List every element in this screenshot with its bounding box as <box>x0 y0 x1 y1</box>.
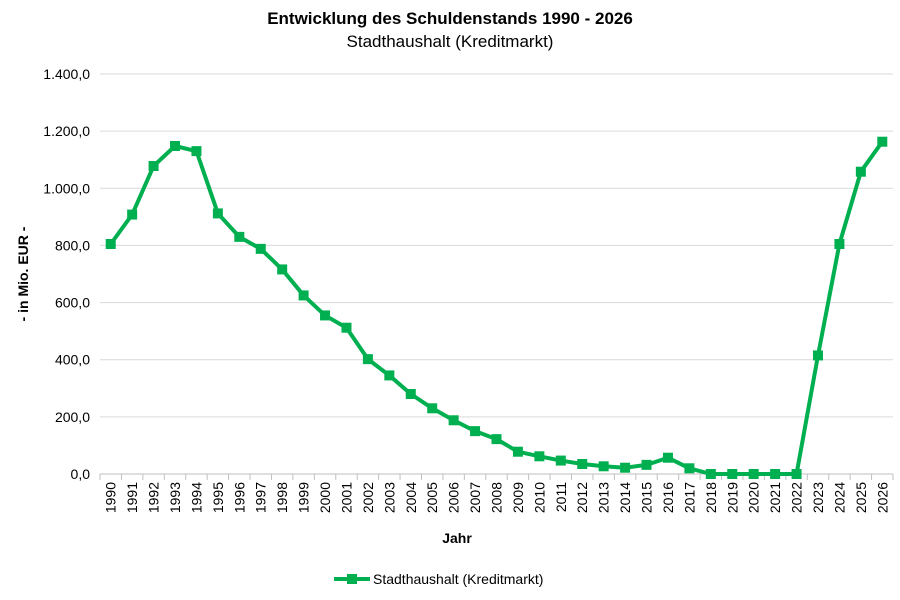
x-tick-label: 1990 <box>103 482 119 513</box>
data-point <box>191 146 202 157</box>
chart-subtitle: Stadthaushalt (Kreditmarkt) <box>347 32 554 51</box>
gridlines <box>100 73 893 418</box>
data-point <box>362 354 373 365</box>
data-point <box>555 455 566 466</box>
data-point <box>855 166 866 177</box>
data-point <box>448 415 459 426</box>
data-point <box>812 350 823 361</box>
x-tick-label: 2015 <box>639 482 655 513</box>
legend-label: Stadthaushalt (Kreditmarkt) <box>373 571 543 587</box>
x-tick-label: 2003 <box>381 482 397 513</box>
data-point <box>255 243 266 254</box>
data-point <box>105 239 116 249</box>
data-point <box>170 141 181 151</box>
data-point <box>127 209 138 220</box>
x-tick-label: 2018 <box>703 482 719 513</box>
data-point <box>491 434 502 445</box>
data-point <box>770 469 781 479</box>
x-tick-label: 2013 <box>596 482 612 513</box>
x-tick-label: 1999 <box>296 482 312 513</box>
x-tick-label: 2024 <box>831 482 847 513</box>
x-tick-label: 2000 <box>317 482 333 513</box>
x-tick-label: 2022 <box>789 482 805 513</box>
x-tick-label: 1992 <box>146 482 162 513</box>
data-point <box>834 239 845 249</box>
data-point <box>705 469 716 479</box>
x-tick-label: 2006 <box>446 482 462 513</box>
x-tick-label: 1993 <box>167 482 183 513</box>
x-tick-label: 2026 <box>874 482 890 513</box>
x-tick-label: 2005 <box>424 482 440 513</box>
x-tick-label: 2025 <box>853 482 869 513</box>
data-point <box>384 370 395 381</box>
x-tick-label: 2014 <box>617 482 633 513</box>
x-tick-label: 1996 <box>231 482 247 513</box>
x-tick-label: 2007 <box>467 482 483 513</box>
x-tick-label: 2023 <box>810 482 826 513</box>
y-tick-label: 200,0 <box>55 409 90 425</box>
x-tick-label: 1995 <box>210 482 226 513</box>
data-point <box>277 264 288 275</box>
data-point <box>512 446 523 457</box>
y-tick-label: 0,0 <box>71 466 91 482</box>
data-point <box>341 322 352 333</box>
y-axis-ticks: 0,0 200,0 400,0 600,0 800,0 1.000,0 1.200,0 1.4… <box>43 66 90 482</box>
data-point <box>598 461 609 472</box>
x-tick-label: 1994 <box>188 482 204 513</box>
y-tick-label: 400,0 <box>55 352 90 368</box>
x-tick-label: 2016 <box>660 482 676 513</box>
x-tick-label: 2021 <box>767 482 783 513</box>
series-line <box>109 140 884 476</box>
legend: Stadthaushalt (Kreditmarkt) <box>334 571 543 587</box>
x-tick-label: 2008 <box>489 482 505 513</box>
x-tick-label: 2017 <box>681 482 697 513</box>
x-tick-label: 2011 <box>553 482 569 512</box>
data-point <box>662 452 673 463</box>
x-tick-label: 2020 <box>746 482 762 513</box>
x-axis-label: Jahr <box>442 530 472 546</box>
x-tick-label: 2001 <box>338 482 354 513</box>
data-point <box>427 403 438 414</box>
x-tick-label: 1998 <box>274 482 290 513</box>
legend-marker <box>347 574 357 584</box>
data-point <box>405 389 416 399</box>
y-tick-label: 1.000,0 <box>43 180 90 196</box>
y-tick-label: 800,0 <box>55 237 90 253</box>
y-tick-label: 600,0 <box>55 295 90 311</box>
data-point <box>877 136 888 147</box>
data-point <box>748 469 759 479</box>
data-point <box>470 426 481 437</box>
x-tick-label: 1997 <box>253 482 269 513</box>
x-tick-label: 1991 <box>124 482 140 513</box>
data-point <box>577 459 588 469</box>
data-point <box>727 469 738 479</box>
chart-title: Entwicklung des Schuldenstands 1990 - 20… <box>267 9 633 28</box>
data-point <box>148 161 159 171</box>
x-axis-ticks: 1990 1991 1992 1993 1994 1995 1996 1997 1998 1999… <box>99 474 894 513</box>
series-layer <box>105 136 888 479</box>
y-tick-label: 1.200,0 <box>43 123 90 139</box>
data-point <box>534 451 545 462</box>
y-axis-label: - in Mio. EUR - <box>15 226 31 321</box>
data-point <box>320 310 331 321</box>
x-tick-label: 2019 <box>724 482 740 513</box>
x-tick-label: 2002 <box>360 482 376 513</box>
data-point <box>212 208 223 219</box>
data-point <box>234 231 245 242</box>
data-point <box>791 469 802 479</box>
x-tick-label: 2012 <box>574 482 590 513</box>
x-tick-label: 2010 <box>531 482 547 513</box>
data-point <box>684 463 695 474</box>
x-tick-label: 2009 <box>510 482 526 513</box>
data-point <box>298 290 309 301</box>
data-point <box>641 459 652 470</box>
data-point <box>620 462 631 473</box>
x-tick-label: 2004 <box>403 482 419 513</box>
y-tick-label: 1.400,0 <box>43 66 90 82</box>
